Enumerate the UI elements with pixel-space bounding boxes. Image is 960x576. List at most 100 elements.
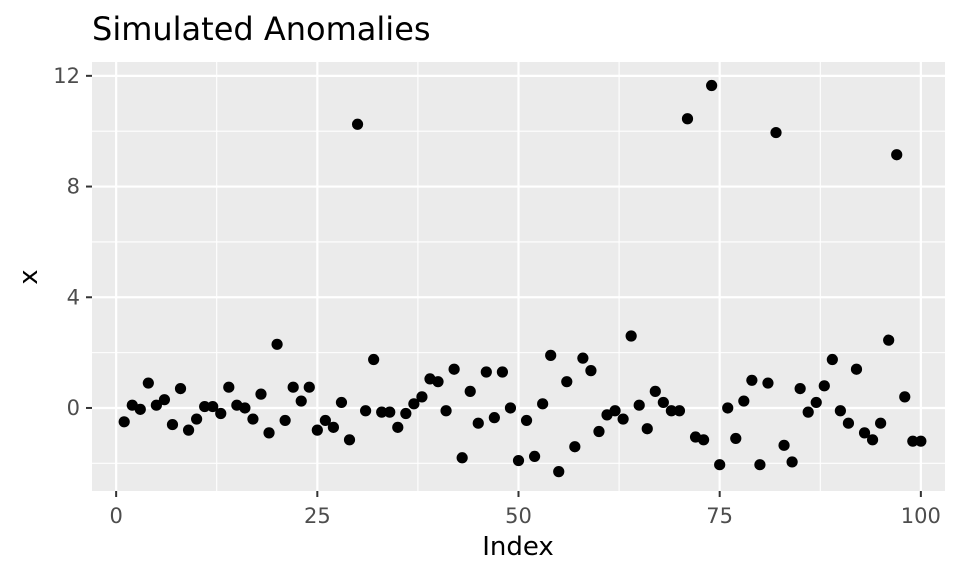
data-point [738,395,750,407]
data-point [810,396,822,409]
x-axis: 0 25 50 75 100 [109,491,941,528]
data-point [842,417,855,429]
data-point [432,376,444,388]
data-point [706,79,718,92]
data-point [150,399,162,411]
data-point [593,425,605,438]
data-point [794,382,806,395]
data-point [472,417,484,429]
data-point [657,396,669,409]
x-tick-label: 0 [109,504,122,528]
data-point [271,338,283,350]
data-point [376,406,388,418]
data-point [585,365,597,377]
data-point [464,385,476,397]
data-point [496,366,509,378]
data-point [802,406,814,418]
data-point [295,395,307,407]
data-point [343,434,356,446]
data-point [641,423,653,435]
data-point [907,435,919,447]
data-point [625,330,637,342]
x-tick-label: 75 [706,504,733,528]
data-point [335,396,348,409]
data-point [850,363,863,375]
data-point [440,405,452,417]
data-point [915,435,927,447]
data-point [577,352,589,364]
data-point [247,413,259,425]
data-point [191,413,203,425]
data-point [134,403,146,415]
data-point [263,427,275,439]
data-point [384,406,396,418]
y-tick-label: 0 [67,396,80,420]
data-point [392,421,404,433]
data-point [891,149,903,161]
y-tick-label: 12 [53,64,80,88]
data-point [303,381,315,393]
chart-title: Simulated Anomalies [92,10,431,48]
data-point [512,454,525,467]
data-point [537,398,549,410]
x-tick-label: 50 [505,504,532,528]
data-point [553,466,565,478]
data-point [207,400,219,413]
data-point [504,402,517,414]
data-point [875,417,887,429]
data-point [215,407,227,420]
data-point [448,363,460,375]
data-point [673,405,686,417]
data-points [118,79,927,478]
data-point [416,391,428,403]
data-point [609,405,621,417]
x-axis-title: Index [482,532,554,562]
x-tick-label: 100 [901,504,941,528]
data-point [360,405,372,417]
data-point [255,388,267,400]
data-point [617,413,629,425]
y-tick-label: 8 [67,175,80,199]
data-point [899,391,911,403]
data-point [818,380,830,392]
data-point [528,450,541,463]
data-point [488,412,500,424]
data-point [408,398,420,410]
data-point [142,377,154,389]
y-axis-title: x [14,269,44,284]
data-point [174,382,187,395]
data-point [279,414,291,427]
data-point [545,349,557,361]
data-point [778,439,790,451]
data-point [681,113,694,125]
data-point [770,126,782,139]
data-point [182,424,195,436]
data-point [730,432,742,445]
data-point [400,407,412,420]
data-point [480,366,492,378]
data-point [649,385,661,397]
data-point [697,434,710,446]
data-point [311,424,323,436]
data-point [633,399,645,411]
data-point [665,405,677,417]
data-point [287,381,299,393]
data-point [883,334,895,346]
data-point [351,118,364,130]
x-tick-label: 25 [304,504,331,528]
data-point [368,353,380,366]
data-point [746,374,758,386]
data-point [158,394,171,406]
data-point [754,459,766,471]
data-point [456,452,468,464]
data-point [239,402,251,414]
data-point [826,353,838,366]
data-point [722,402,734,414]
y-axis: 0 4 8 12 [53,64,92,420]
data-point [327,421,340,433]
data-point [858,427,871,439]
data-point [166,418,179,431]
data-point [786,456,798,468]
data-point [561,376,573,388]
